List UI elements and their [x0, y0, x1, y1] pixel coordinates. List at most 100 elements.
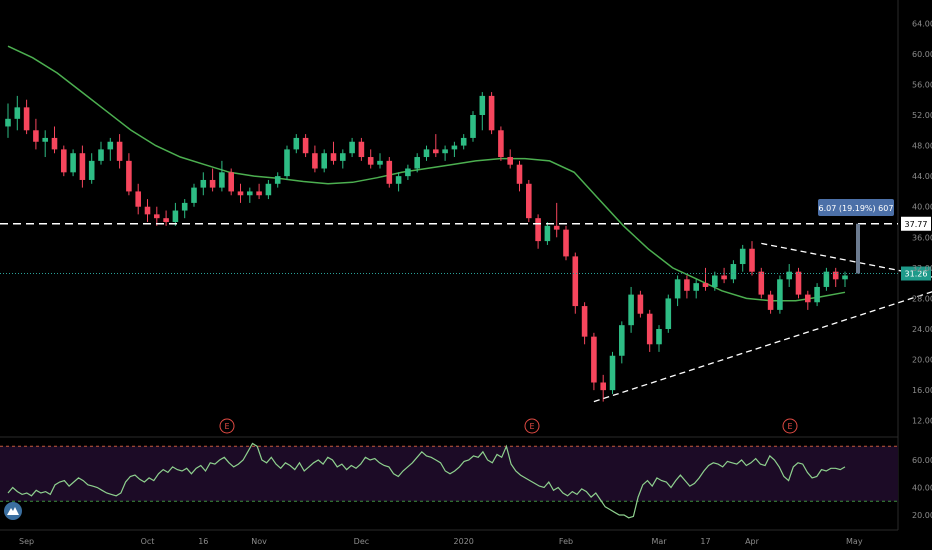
candle-body	[544, 225, 551, 242]
candle-body	[721, 275, 727, 280]
candle	[302, 134, 309, 158]
candle-body	[563, 229, 569, 257]
candle-body	[591, 336, 597, 383]
price-tick-label: 48.00	[912, 142, 932, 151]
candle-body	[358, 141, 365, 158]
candle-body	[581, 306, 588, 337]
candle	[814, 283, 820, 307]
candle-body	[414, 157, 420, 169]
candle-body	[795, 271, 802, 295]
time-tick-label: Oct	[141, 537, 155, 546]
price-tick-label: 20.00	[912, 356, 932, 365]
candle-body	[684, 279, 690, 291]
candle-body	[340, 153, 346, 161]
candle-body	[181, 202, 188, 211]
candle	[33, 118, 39, 150]
candle-body	[674, 279, 681, 299]
candle	[70, 149, 76, 177]
candle	[553, 202, 560, 238]
candle-body	[470, 115, 476, 138]
candle	[702, 267, 709, 291]
logo-icon	[4, 502, 22, 520]
candle-body	[70, 153, 76, 173]
candle	[23, 99, 30, 135]
candle	[805, 290, 811, 310]
candle	[228, 168, 234, 196]
candle	[433, 134, 439, 158]
candle-body	[88, 160, 95, 180]
price-tick-label: 64.00	[912, 19, 932, 28]
candle-body	[98, 149, 104, 161]
candle	[600, 374, 606, 402]
candle-body	[433, 149, 439, 154]
candle	[628, 286, 634, 333]
candle-body	[628, 294, 634, 326]
candle	[116, 134, 123, 169]
candle-body	[247, 191, 253, 196]
candle-body	[460, 137, 467, 146]
candle	[544, 222, 551, 245]
candle	[312, 145, 318, 173]
rsi-tick-label: 60.00	[912, 456, 932, 465]
candle-body	[777, 279, 783, 310]
candle-body	[442, 149, 448, 154]
candle	[247, 187, 253, 203]
candle-body	[274, 176, 281, 184]
candle	[646, 309, 653, 352]
candle-body	[572, 256, 579, 307]
candle	[609, 351, 616, 394]
candle	[842, 271, 848, 287]
candle-body	[228, 172, 234, 192]
candle-body	[712, 275, 718, 287]
candle	[479, 92, 486, 131]
candle	[470, 111, 476, 142]
candle-body	[237, 191, 244, 196]
time-tick-label: May	[846, 537, 863, 546]
candlestick-layer	[5, 92, 848, 402]
candle-body	[191, 187, 197, 203]
candle	[395, 172, 402, 192]
candle-body	[619, 325, 625, 356]
candle	[265, 179, 272, 200]
candle	[284, 145, 290, 180]
candle	[349, 137, 355, 158]
candle-body	[656, 329, 662, 345]
candle	[405, 164, 411, 180]
candle-body	[349, 141, 355, 154]
candle	[423, 145, 430, 161]
candle-body	[172, 210, 179, 222]
candle-body	[814, 286, 820, 303]
candle-body	[665, 298, 672, 329]
candle	[563, 225, 569, 261]
candle	[256, 183, 262, 200]
candle-body	[209, 179, 216, 188]
measure-label-box	[818, 199, 894, 216]
candle	[209, 168, 216, 192]
candle	[61, 145, 67, 177]
candle-body	[749, 248, 755, 272]
candle-body	[321, 153, 327, 169]
candle	[107, 137, 114, 161]
time-tick-label: Sep	[19, 537, 34, 546]
candle-body	[730, 264, 737, 280]
price-tick-label: 44.00	[912, 172, 932, 181]
candle	[144, 199, 151, 222]
candle-body	[423, 149, 430, 158]
candle	[516, 160, 523, 192]
candle	[572, 252, 579, 314]
candle	[795, 267, 802, 299]
candle	[581, 302, 588, 345]
candle	[42, 130, 48, 158]
candle	[832, 267, 839, 287]
candle-body	[51, 137, 58, 150]
candle	[163, 210, 169, 226]
time-tick-label: Dec	[354, 537, 369, 546]
candle-body	[302, 137, 309, 154]
candle-body	[107, 141, 114, 150]
price-tick-label: 60.00	[912, 50, 932, 59]
candle	[739, 244, 746, 272]
earnings-circle	[782, 418, 798, 434]
candle	[591, 332, 597, 391]
price-tick-label: 40.00	[912, 203, 932, 212]
price-tick-label: 52.00	[912, 111, 932, 120]
